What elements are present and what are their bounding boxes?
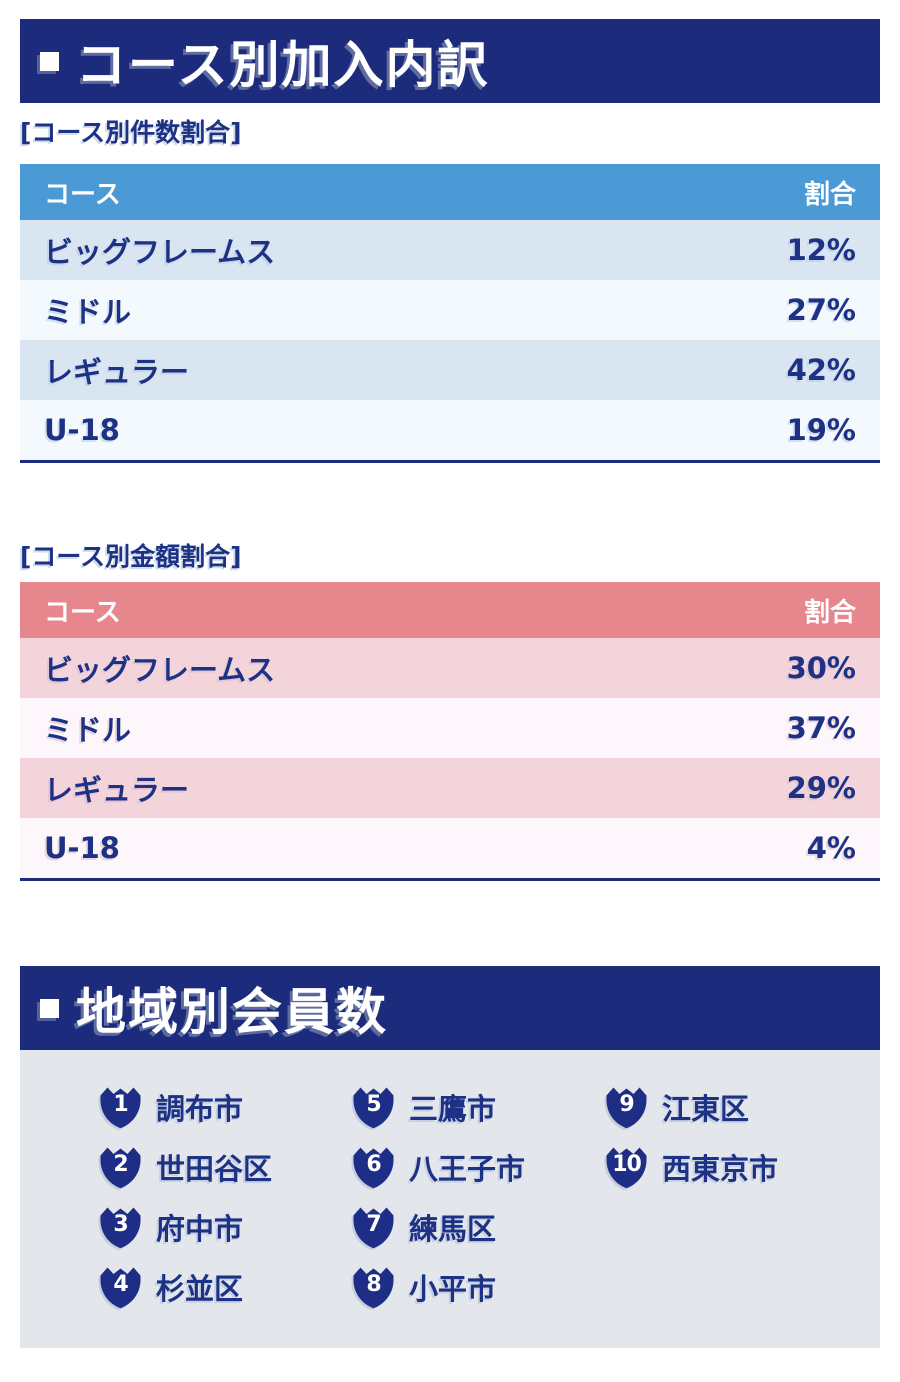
table-row: U-18 4% [20, 818, 880, 878]
region-name: 練馬区 [409, 1212, 497, 1246]
region-name: 八王子市 [409, 1152, 526, 1186]
region-name: 小平市 [409, 1272, 497, 1306]
region-rank: 5 [366, 1091, 381, 1117]
region-rank: 3 [113, 1211, 128, 1237]
rank-shield-icon: 6 [351, 1145, 396, 1189]
rank-shield-icon: 4 [98, 1265, 143, 1309]
region-rank: 7 [366, 1211, 381, 1237]
table-row: レギュラー 29% [20, 758, 880, 818]
region-rank: 2 [113, 1151, 128, 1177]
course-name-cell: ミドル [44, 295, 132, 329]
ratio-value-cell: 4% [806, 831, 856, 865]
rank-shield-icon: 10 [604, 1145, 649, 1189]
ratio-value-cell: 19% [786, 413, 856, 447]
rank-shield-icon: 1 [98, 1085, 143, 1129]
course-name-cell: レギュラー [44, 773, 190, 807]
column-header-course: コース [44, 179, 121, 210]
region-item: 9 江東区 [604, 1085, 857, 1129]
column-header-ratio: 割合 [803, 597, 856, 628]
course-name-cell: ビッグフレームス [44, 653, 276, 687]
region-name: 三鷹市 [409, 1092, 497, 1126]
section-header-regional-members: 地域別会員数 [20, 966, 880, 1050]
region-name: 府中市 [156, 1212, 244, 1246]
ratio-value-cell: 29% [786, 771, 856, 805]
ratio-value-cell: 30% [786, 651, 856, 685]
region-item: 3 府中市 [98, 1205, 351, 1249]
region-rank: 4 [113, 1271, 128, 1297]
region-name: 杉並区 [156, 1272, 244, 1306]
rank-shield-icon: 2 [98, 1145, 143, 1189]
ratio-value-cell: 27% [786, 293, 856, 327]
rank-shield-icon: 7 [351, 1205, 396, 1249]
square-bullet-icon [40, 998, 59, 1018]
column-header-ratio: 割合 [803, 179, 856, 210]
region-item: 1 調布市 [98, 1085, 351, 1129]
ratio-value-cell: 37% [786, 711, 856, 745]
rank-shield-icon: 8 [351, 1265, 396, 1309]
region-rank: 1 [113, 1091, 128, 1117]
course-count-table: コース 割合 ビッグフレームス 12% ミドル 27% レ [20, 164, 880, 463]
course-name-cell: ミドル [44, 713, 132, 747]
course-name-cell: レギュラー [44, 355, 190, 389]
course-name-cell: U-18 [44, 413, 120, 447]
table-row: レギュラー 42% [20, 340, 880, 400]
region-name: 江東区 [662, 1092, 750, 1126]
regional-members-section: 地域別会員数 1 調布市 [20, 966, 880, 1348]
region-name: 世田谷区 [156, 1152, 273, 1186]
section-title: コース別加入内訳 [76, 36, 490, 94]
table-subtitle-count: [コース別件数割合] [20, 118, 242, 147]
table-header-row: コース 割合 [20, 164, 880, 220]
regions-panel: 1 調布市 2 世田谷区 [20, 1050, 880, 1348]
rank-shield-icon: 9 [604, 1085, 649, 1129]
ratio-value-cell: 42% [786, 353, 856, 387]
table-body: ビッグフレームス 12% ミドル 27% レギュラー 42% U-18 [20, 220, 880, 460]
ratio-value-cell: 12% [786, 233, 856, 267]
table-body: ビッグフレームス 30% ミドル 37% レギュラー 29% U-18 [20, 638, 880, 878]
section-title: 地域別会員数 [76, 983, 388, 1041]
region-name: 西東京市 [662, 1152, 779, 1186]
region-item: 8 小平市 [351, 1265, 604, 1309]
table-row: ビッグフレームス 12% [20, 220, 880, 280]
course-count-table-block: [コース別件数割合] コース 割合 ビッグフレームス 12% ミドル 27% [20, 116, 880, 463]
table-row: ミドル 37% [20, 698, 880, 758]
rank-shield-icon: 3 [98, 1205, 143, 1249]
table-row: U-18 19% [20, 400, 880, 460]
region-rank: 8 [366, 1271, 381, 1297]
region-item: 5 三鷹市 [351, 1085, 604, 1129]
region-item: 2 世田谷区 [98, 1145, 351, 1189]
square-bullet-icon [40, 51, 59, 71]
page: コース別加入内訳 [コース別件数割合] コース 割合 ビッグフレームス 12% … [20, 19, 880, 1348]
table-row: ミドル 27% [20, 280, 880, 340]
column-header-course: コース [44, 597, 121, 628]
table-row: ビッグフレームス 30% [20, 638, 880, 698]
region-item: 10 西東京市 [604, 1145, 857, 1189]
table-header-row: コース 割合 [20, 582, 880, 638]
course-name-cell: ビッグフレームス [44, 235, 276, 269]
region-item: 6 八王子市 [351, 1145, 604, 1189]
region-item: 7 練馬区 [351, 1205, 604, 1249]
section-header-course-breakdown: コース別加入内訳 [20, 19, 880, 103]
region-item: 4 杉並区 [98, 1265, 351, 1309]
course-name-cell: U-18 [44, 831, 120, 865]
region-rank: 10 [612, 1151, 642, 1177]
course-amount-table-block: [コース別金額割合] コース 割合 ビッグフレームス 30% ミドル 37% [20, 540, 880, 881]
region-name: 調布市 [156, 1092, 244, 1126]
region-rank: 9 [619, 1091, 634, 1117]
rank-shield-icon: 5 [351, 1085, 396, 1129]
table-subtitle-amount: [コース別金額割合] [20, 542, 242, 571]
region-rank: 6 [366, 1151, 381, 1177]
course-amount-table: コース 割合 ビッグフレームス 30% ミドル 37% レ [20, 582, 880, 881]
